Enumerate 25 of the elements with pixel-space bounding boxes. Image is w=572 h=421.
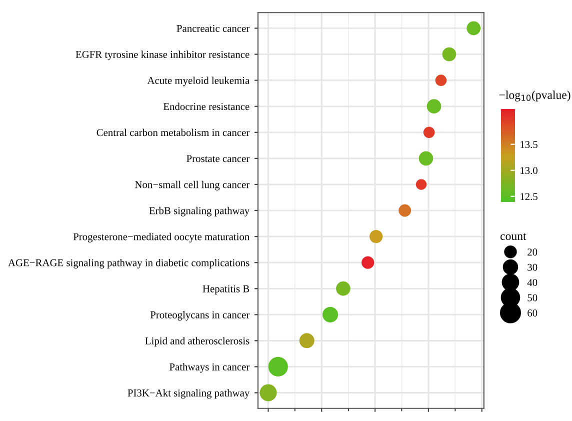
color-bar-label: 13.5 — [520, 141, 538, 148]
y-tick-label: Progesterone−mediated oocyte maturation — [73, 232, 250, 242]
y-tick-label: Central carbon metabolism in cancer — [96, 128, 250, 136]
y-tick-label: Pancreatic cancer — [176, 24, 250, 32]
color-bar-title: −log$_{10}$(pvalue) — [499, 90, 570, 102]
y-tick-label: Prostate cancer — [186, 155, 250, 162]
y-tick-label: PI3K−Akt signaling pathway — [128, 389, 250, 399]
y-tick-label: Pathways in cancer — [170, 363, 250, 373]
color-bar-label: 13.0 — [520, 167, 538, 174]
y-tick-label: Non−small cell lung cancer — [135, 180, 250, 190]
color-bar-label: 12.5 — [520, 193, 538, 200]
legend-label: 60 — [528, 310, 538, 317]
legend-label: 50 — [528, 294, 538, 302]
y-tick-label: AGE−RAGE signaling pathway in diabetic complications — [8, 258, 250, 268]
y-tick-label: Acute myeloid leukemia — [147, 76, 250, 86]
y-tick-label: ErbB signaling pathway — [149, 206, 250, 216]
y-tick-label: EGFR tyrosine kinase inhibitor resistance — [76, 50, 250, 60]
legend-label: 40 — [527, 279, 538, 286]
legend-label: 30 — [528, 264, 538, 271]
y-tick-label: Endocrine resistance — [163, 102, 250, 110]
y-tick-label: Hepatitis B — [202, 285, 250, 294]
legend-title: count — [500, 233, 526, 240]
legend-label: 20 — [528, 248, 538, 256]
y-tick-label: Lipid and atherosclerosis — [145, 337, 250, 347]
y-tick-label: Proteoglycans in cancer — [150, 311, 250, 321]
